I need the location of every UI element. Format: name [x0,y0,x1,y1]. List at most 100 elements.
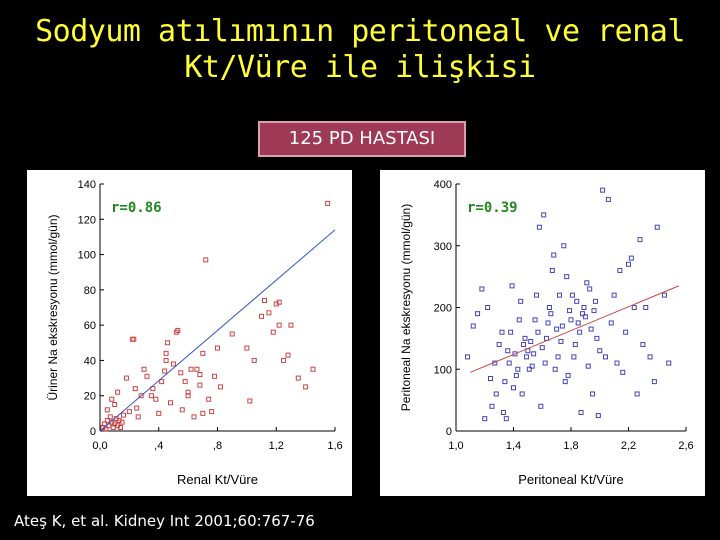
scatter-point [475,311,481,317]
scatter-point [661,292,667,298]
scatter-point [203,257,209,263]
scatter-point [559,323,565,329]
scatter-point [118,424,124,430]
scatter-point [608,320,614,326]
y-tick-label: 0 [90,426,96,438]
y-tick-label: 300 [434,241,452,253]
scatter-point [597,348,603,354]
scatter-point [508,329,514,335]
scatter-point [591,308,597,314]
scatter-point [493,391,499,397]
scatter-point [595,413,601,419]
scatter-point [581,305,587,310]
scatter-point [516,317,522,323]
correlation-label: r=0.86 [111,200,162,216]
scatter-point [535,329,541,335]
scatter-point [191,414,197,420]
scatter-point [565,372,571,378]
scatter-point [558,338,564,344]
scatter-point [212,373,218,379]
y-axis-label: Peritoneal Na ekskresyonu (mmol/gün) [399,204,413,411]
scatter-point [276,299,282,305]
y-axis-label: Üriner Na ekskresyonu (mmol/gün) [46,214,60,400]
scatter-point [536,224,542,230]
scatter-point [590,391,596,397]
scatter-point [244,345,250,351]
scatter-point [568,317,574,323]
slide-title: Sodyum atılımının peritoneal ve renal Kt… [0,14,720,86]
scatter-point [572,342,578,348]
scatter-point [266,310,272,316]
scatter-point [513,372,519,378]
scatter-point [528,338,534,344]
scatter-point [121,412,126,418]
scatter-point [270,329,276,335]
scatter-point [561,243,567,249]
scatter-point [620,369,626,375]
scatter-point [132,386,138,392]
scatter-point [545,320,551,326]
scatter-point [605,196,611,202]
x-tick-label: 1,6 [327,440,342,452]
scatter-point [585,363,591,369]
scatter-point [578,409,584,415]
scatter-point [109,396,115,402]
scatter-point [163,350,169,356]
scatter-point [640,342,646,348]
scatter-point [103,426,109,432]
y-tick-label: 80 [84,285,96,297]
scatter-point [251,357,257,363]
scatter-point [557,292,562,298]
scatter-point [564,274,570,280]
scatter-point [523,354,529,360]
scatter-point [470,323,476,329]
scatter-point [285,352,291,358]
scatter-point [482,416,488,422]
scatter-point [262,297,267,303]
scatter-point [551,252,557,258]
x-tick-label: 2,6 [678,440,693,452]
scatter-point [577,329,583,335]
x-tick-label: 1,2 [269,440,284,452]
scatter-point [489,403,495,409]
scatter-point [303,384,309,390]
scatter-point [651,379,657,385]
scatter-point [587,286,593,292]
scatter-point [144,373,150,379]
scatter-point [549,267,555,273]
scatter-point [522,335,528,341]
scatter-point [562,379,568,385]
scatter-point [611,292,617,298]
scatter-point [465,354,470,360]
scatter-point [521,342,527,348]
scatter-point [571,354,577,360]
scatter-point [509,283,515,289]
x-axis-label: Renal Kt/Vüre [177,472,258,487]
scatter-point [552,366,558,372]
scatter-point [170,361,176,367]
scatter-point [259,313,265,319]
scatter-point [115,389,121,395]
y-tick-label: 40 [84,355,96,367]
renal-chart-panel: 0 20 40 60 80 100 120 140 0,0 ,4 ,8 1,2 1,6 Renal Kt/… [27,170,352,496]
scatter-point [526,366,532,372]
scatter-point [134,405,140,411]
scatter-point [534,292,539,298]
scatter-point [554,326,560,332]
citation-text: Ateş K, et al. Kidney Int 2001;60:767-76 [14,512,315,530]
y-tick-label: 140 [78,179,96,191]
scatter-point [542,360,548,366]
x-tick-label: 0,0 [92,440,107,452]
scatter-point [584,280,590,286]
scatter-point [295,375,301,381]
scatter-point [107,414,113,420]
scatter-point [539,345,545,351]
scatter-point [637,237,643,243]
y-tick-label: 60 [84,320,96,332]
scatter-point [506,360,512,366]
scatter-point [141,366,147,372]
x-tick-label: 1,4 [506,440,521,452]
scatter-point [518,298,524,304]
scatter-point [153,396,159,402]
y-tick-label: 20 [84,391,96,403]
